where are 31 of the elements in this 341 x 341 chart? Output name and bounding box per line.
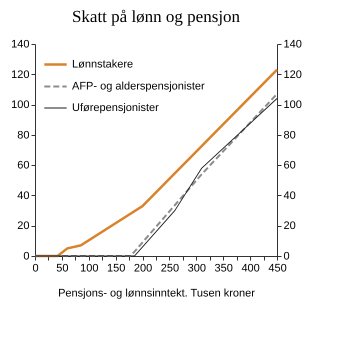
y2-tick-label: 0 [284,250,290,262]
y-tick-label: 60 [17,160,30,172]
y-tick-label: 20 [17,220,30,232]
y2-tick-label: 100 [284,99,302,112]
chart-title: Skatt på lønn og pensjon [72,7,241,26]
y2-tick-label: 20 [284,220,296,232]
x-tick-label: 50 [56,262,69,274]
y2-tick-label: 40 [284,190,296,202]
y-tick-label: 40 [17,190,30,202]
legend-label: Uførepensjonister [72,102,160,114]
x-tick-label: 150 [106,262,126,274]
legend-label: Lønnstakere [72,58,134,70]
x-axis-title: Pensjons- og lønnsinntekt. Tusen kroner [58,288,256,300]
x-tick-label: 0 [32,262,39,274]
x-tick-label: 250 [160,262,180,274]
y-tick-label: 80 [17,129,30,142]
y2-tick-label: 140 [284,38,302,50]
y-tick-label: 100 [11,99,30,112]
y-tick-label: 120 [11,68,30,81]
y2-tick-label: 80 [284,129,296,142]
x-tick-label: 100 [80,262,98,274]
legend-label: AFP- og alderspensjonister [72,80,206,92]
x-tick-label: 350 [214,262,233,274]
y2-tick-label: 120 [284,68,302,81]
x-tick-label: 400 [241,262,260,274]
y-tick-label: 0 [23,250,30,262]
x-tick-label: 450 [268,262,287,274]
y-tick-label: 140 [11,38,30,50]
y2-tick-label: 60 [284,160,296,172]
x-tick-label: 200 [134,262,152,274]
x-tick-label: 300 [188,262,206,274]
